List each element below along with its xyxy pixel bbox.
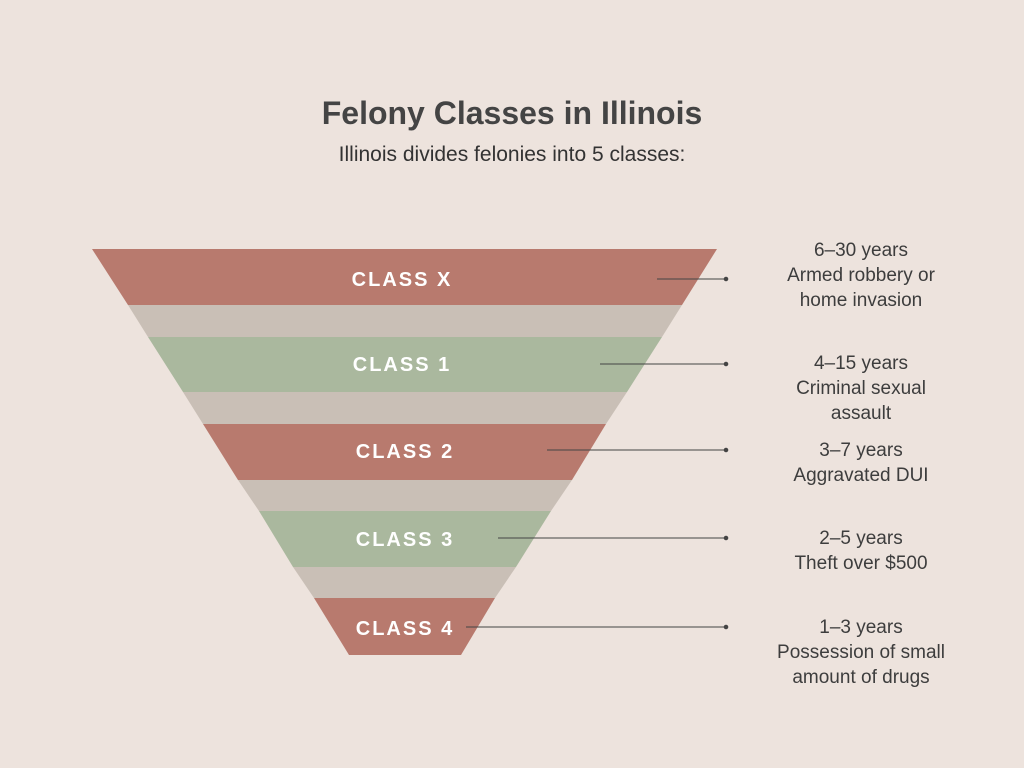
page-subtitle: Illinois divides felonies into 5 classes… bbox=[338, 143, 686, 166]
pointer-dot-class-1 bbox=[723, 361, 729, 367]
pointer-dot-class-x bbox=[723, 276, 729, 282]
description-class-1: 4–15 years Criminal sexual assault bbox=[751, 351, 971, 426]
years-class-4: 1–3 years bbox=[819, 617, 903, 638]
years-class-3: 2–5 years bbox=[819, 528, 903, 549]
pointer-dot-class-4 bbox=[723, 624, 729, 630]
band-class-4 bbox=[314, 598, 495, 655]
description-class-4: 1–3 years Possession of small amount of … bbox=[751, 615, 971, 690]
pointer-dot-class-2 bbox=[723, 447, 729, 453]
years-class-1: 4–15 years bbox=[813, 353, 908, 374]
connector-1-2 bbox=[183, 392, 627, 424]
band-label-class-x: CLASS X bbox=[352, 269, 453, 291]
band-class-x bbox=[92, 249, 717, 305]
band-class-3 bbox=[259, 511, 551, 567]
connector-3-4 bbox=[293, 567, 516, 598]
description-class-3: 2–5 years Theft over $500 bbox=[751, 526, 971, 576]
connector-x-1 bbox=[128, 305, 682, 337]
years-class-2: 3–7 years bbox=[819, 440, 903, 461]
connector-2-3 bbox=[238, 480, 572, 511]
example-line: assault bbox=[830, 403, 892, 424]
band-label-class-4: CLASS 4 bbox=[356, 618, 454, 640]
pointer-dot-class-3 bbox=[723, 535, 729, 541]
band-label-class-1: CLASS 1 bbox=[353, 354, 451, 376]
example-line: amount of drugs bbox=[792, 667, 930, 688]
description-class-2: 3–7 years Aggravated DUI bbox=[751, 438, 971, 488]
years-class-x: 6–30 years bbox=[813, 240, 908, 261]
description-class-x: 6–30 years Armed robbery or home invasio… bbox=[751, 238, 971, 313]
example-line: Aggravated DUI bbox=[793, 465, 929, 486]
band-label-class-2: CLASS 2 bbox=[356, 441, 454, 463]
band-class-1 bbox=[148, 337, 662, 392]
example-line: home invasion bbox=[799, 290, 923, 311]
page-title: Felony Classes in Illinois bbox=[321, 95, 703, 131]
band-label-class-3: CLASS 3 bbox=[356, 529, 454, 551]
example-line: Theft over $500 bbox=[794, 553, 928, 574]
band-class-2 bbox=[203, 424, 606, 480]
example-line: Armed robbery or bbox=[787, 265, 935, 286]
example-line: Criminal sexual bbox=[796, 378, 926, 399]
example-line: Possession of small bbox=[777, 642, 945, 663]
